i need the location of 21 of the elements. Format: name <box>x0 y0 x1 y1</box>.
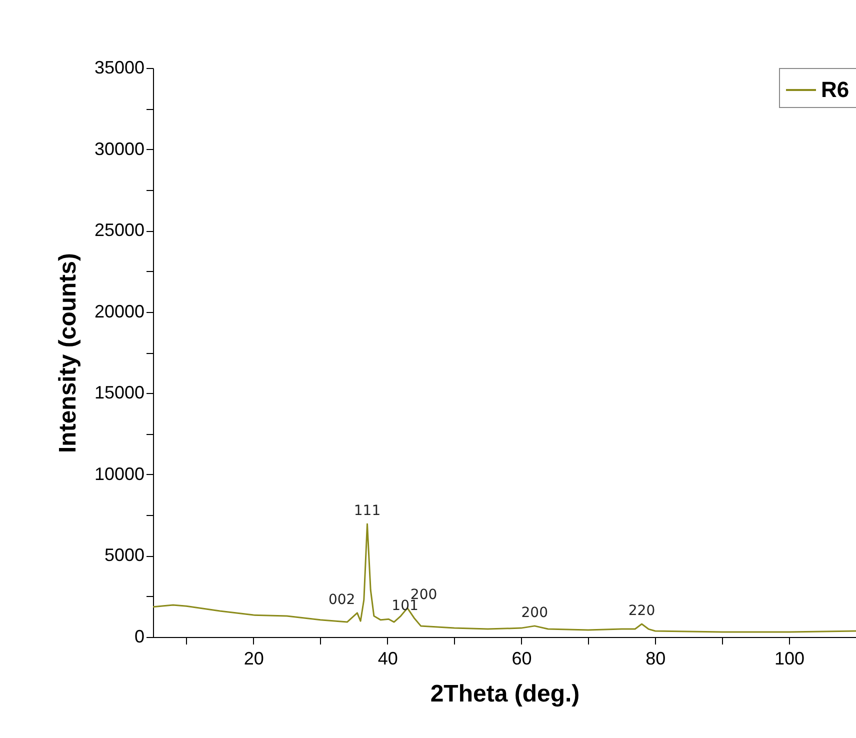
legend-label: R6 <box>821 77 850 102</box>
y-tick-label: 25000 <box>94 220 144 240</box>
y-tick-label: 30000 <box>94 138 144 159</box>
y-tick-label: 15000 <box>94 382 144 403</box>
y-tick-label: 20000 <box>94 301 144 322</box>
y-axis-title: Intensity (counts) <box>54 252 82 454</box>
x-tick-label: 100 <box>774 648 805 668</box>
x-tick-label: 40 <box>378 648 398 668</box>
line-series <box>153 523 856 633</box>
y-tick-label: 10000 <box>94 464 144 484</box>
x-tick-label: 60 <box>512 648 532 668</box>
y-tick-label: 35000 <box>94 58 144 78</box>
x-tick-label: 80 <box>646 648 666 668</box>
y-tick-label: 5000 <box>104 545 144 566</box>
annotation: 111 <box>354 503 381 520</box>
x-axis-title: 2Theta (deg.) <box>430 680 580 708</box>
annotation: 002 <box>328 592 356 608</box>
x-tick-label: 20 <box>244 648 264 668</box>
annotation: 200 <box>521 604 548 621</box>
annotation: 220 <box>628 602 656 619</box>
y-tick-label: 0 <box>134 626 144 646</box>
